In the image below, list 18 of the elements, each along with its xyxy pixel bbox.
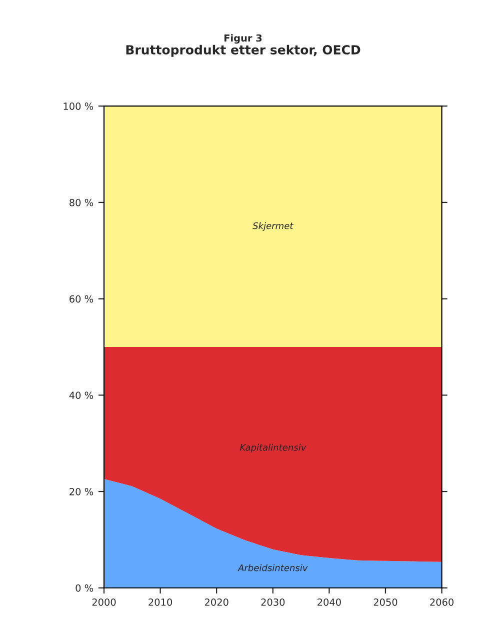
y-tick-label: 0 % — [76, 584, 94, 592]
x-tick-label: 2020 — [204, 598, 228, 606]
y-tick-label: 20 % — [70, 488, 94, 496]
series-label: Arbeidsintensiv — [238, 564, 308, 572]
x-tick-label: 2000 — [92, 598, 116, 606]
y-tick-label: 80 % — [70, 198, 94, 206]
x-tick-label: 2040 — [318, 598, 341, 606]
series-label: Skjermet — [252, 222, 294, 231]
x-tick-label: 2030 — [261, 598, 285, 606]
y-tick-label: 60 % — [70, 295, 94, 303]
chart-title: Figur 3 — [224, 34, 262, 44]
x-tick-label: 2050 — [374, 598, 398, 606]
chart-subtitle: Bruttoprodukt etter sektor, OECD — [126, 44, 360, 57]
x-tick-label: 2010 — [148, 598, 172, 606]
y-tick-label: 100 % — [64, 102, 94, 110]
series-label: Kapitalintensiv — [240, 444, 306, 453]
y-tick-label: 40 % — [69, 392, 94, 399]
x-tick-label: 2060 — [430, 598, 454, 606]
